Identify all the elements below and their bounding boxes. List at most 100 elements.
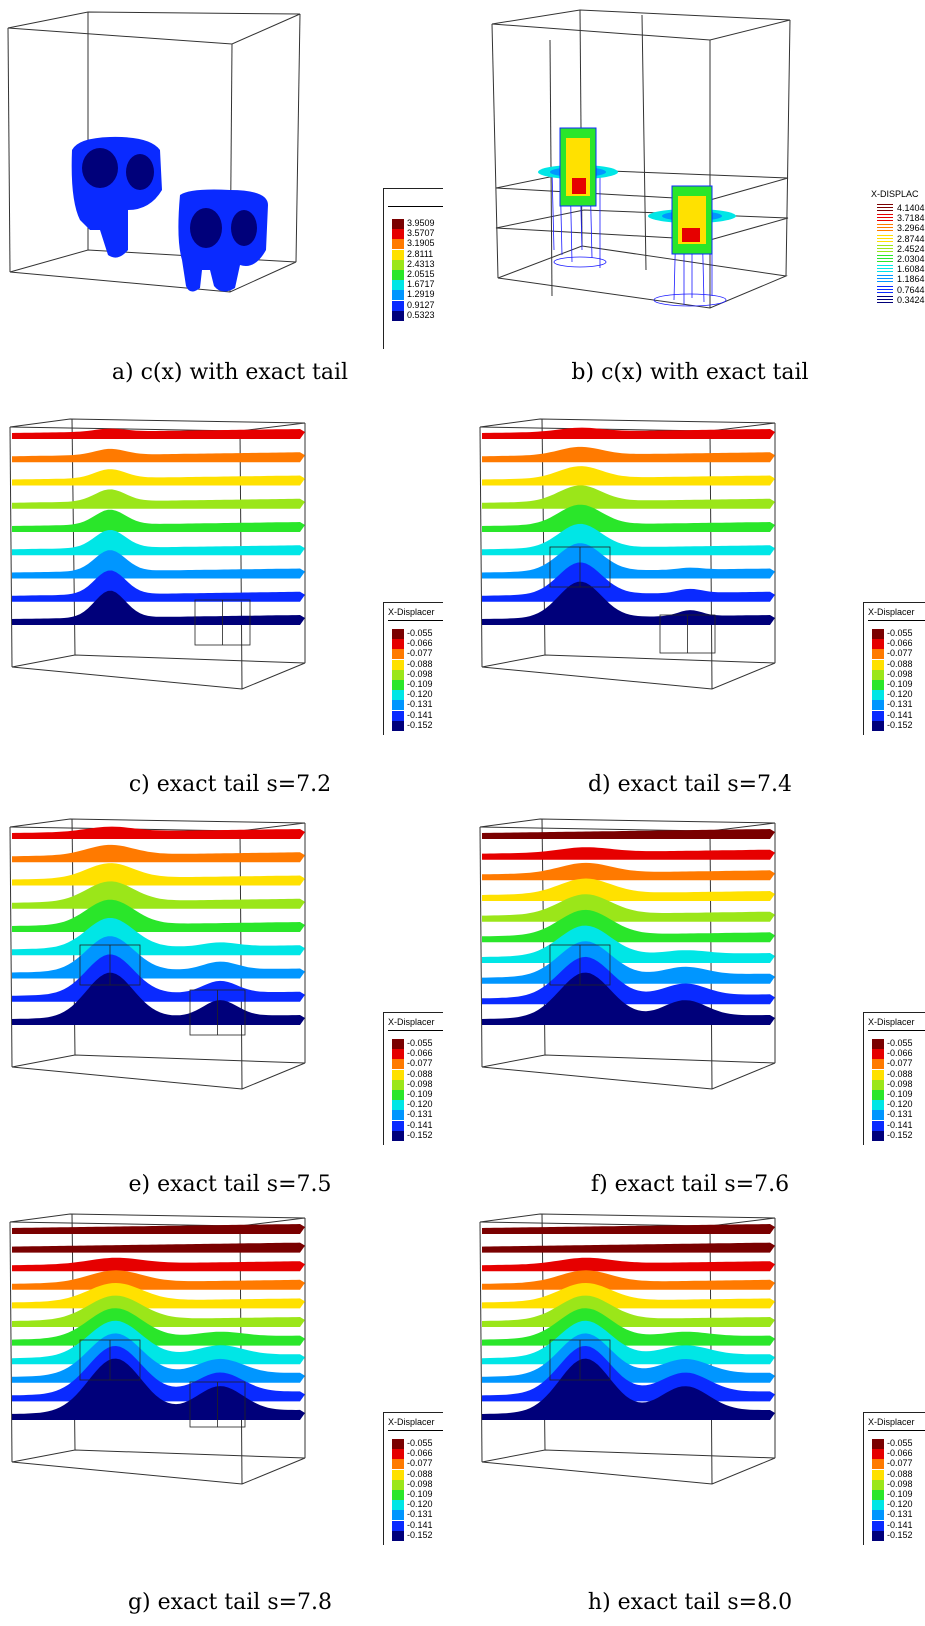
legend-swatch <box>872 1520 884 1531</box>
caption-e: e) exact tail s=7.5 <box>128 1172 332 1197</box>
legend-swatch <box>392 259 404 270</box>
legend-swatch <box>872 1469 884 1480</box>
legend-swatch <box>872 1079 884 1090</box>
legend-swatch <box>392 690 404 701</box>
legend-value: -0.131 <box>407 699 433 710</box>
legend-value: -0.066 <box>407 1448 433 1459</box>
legend-value: -0.098 <box>887 668 913 679</box>
isosurface-layer <box>12 1270 305 1290</box>
legend-value: -0.098 <box>407 668 433 679</box>
legend-swatch <box>392 1479 404 1490</box>
legend-value: -0.141 <box>887 709 913 720</box>
legend-b: X-DISPLAC 4.1404 3.7184 3.2964 2.8744 2.4524… <box>869 188 925 308</box>
legend-swatch <box>392 1500 404 1511</box>
legend-value: -0.120 <box>407 1099 433 1110</box>
legend-value: -0.109 <box>407 679 433 689</box>
isosurface-layer <box>482 1283 775 1309</box>
legend-value: -0.109 <box>887 1489 913 1499</box>
isosurface-layer <box>482 523 775 556</box>
isosurface-layer <box>482 941 775 984</box>
caption-h: h) exact tail s=8.0 <box>587 1590 793 1615</box>
legend-swatch <box>872 700 884 711</box>
isosurface-layer <box>482 847 775 860</box>
legend-swatch <box>872 629 884 639</box>
isosurface-layer <box>482 1358 775 1420</box>
legend-swatch <box>392 1090 404 1100</box>
isosurface-layer <box>482 1224 775 1234</box>
isosurface-layer <box>482 829 775 839</box>
legend-swatch <box>872 649 884 660</box>
caption-a: a) c(x) with exact tail <box>111 360 349 385</box>
isosurface-layer <box>12 918 305 956</box>
legend-value: -0.152 <box>407 1529 433 1540</box>
isosurface-layer <box>482 894 775 922</box>
isosurface-layer <box>482 1320 775 1365</box>
legend-value: 0.5323 <box>407 309 435 320</box>
isosurface-layer <box>482 504 775 532</box>
panel-a-volume <box>7 11 301 293</box>
isosurface-layer <box>12 1320 305 1365</box>
legend-swatch <box>872 1510 884 1521</box>
legend-swatch <box>872 1100 884 1111</box>
legend-swatch <box>872 1059 884 1070</box>
legend-value: 4.1404 <box>897 203 925 213</box>
legend-h-title-rule <box>868 1430 925 1431</box>
legend-swatch <box>392 229 404 240</box>
legend-swatch <box>392 280 404 291</box>
isosurface-layer <box>482 466 775 486</box>
legend-swatch <box>877 224 893 234</box>
isosurface-layer <box>12 1308 305 1346</box>
legend-value: -0.152 <box>407 1129 433 1140</box>
legend-swatch <box>877 295 893 305</box>
legend-value: -0.098 <box>887 1478 913 1489</box>
isosurface-layer <box>482 562 775 602</box>
legend-swatch <box>872 1500 884 1511</box>
legend-swatch <box>872 720 884 731</box>
legend-e: X-Displacer -0.055 -0.066 -0.077 -0.088 -0.0… <box>383 1012 443 1145</box>
isosurface-layer <box>12 826 305 839</box>
legend-swatch <box>877 265 893 275</box>
caption-g: g) exact tail s=7.8 <box>127 1590 333 1615</box>
legend-value: -0.088 <box>887 1468 913 1479</box>
legend-swatch <box>392 1069 404 1080</box>
isosurface-layer <box>482 909 775 943</box>
legend-swatch <box>392 649 404 660</box>
isosurface-layer <box>482 543 775 579</box>
legend-value: -0.109 <box>887 1089 913 1099</box>
legend-h-title: X-Displacer <box>868 1417 915 1427</box>
legend-f: X-Displacer -0.055 -0.066 -0.077 -0.088 -0.0… <box>863 1012 925 1145</box>
legend-value: 1.6717 <box>407 279 435 290</box>
isosurface-layer <box>482 1308 775 1346</box>
legend-swatch <box>392 700 404 711</box>
legend-swatch <box>392 680 404 690</box>
legend-value: -0.066 <box>887 1048 913 1059</box>
legend-value: -0.131 <box>887 699 913 710</box>
legend-swatch <box>877 234 893 244</box>
legend-value: -0.120 <box>887 1499 913 1510</box>
legend-b-title: X-DISPLAC <box>871 189 919 199</box>
legend-value: -0.077 <box>407 1058 433 1069</box>
isosurface-layer <box>482 862 775 881</box>
legend-value: 2.0515 <box>407 269 435 279</box>
legend-f-title-rule <box>868 1030 925 1031</box>
legend-swatch <box>392 1039 404 1049</box>
isosurface-layer <box>482 427 775 439</box>
legend-swatch <box>877 204 893 213</box>
panel-c-isosurfaces <box>9 418 306 690</box>
legend-value: 3.9509 <box>407 218 435 228</box>
legend-swatch <box>392 1049 404 1060</box>
isosurface-layer <box>482 1257 775 1272</box>
legend-value: 3.1905 <box>407 238 435 249</box>
legend-d-title-rule <box>868 620 925 621</box>
legend-swatch <box>392 1510 404 1521</box>
legend-swatch <box>872 639 884 650</box>
isosurface-layer <box>12 936 305 979</box>
legend-swatch <box>392 1439 404 1449</box>
legend-swatch <box>392 1110 404 1121</box>
legend-value: -0.066 <box>887 638 913 649</box>
legend-swatch <box>392 1520 404 1531</box>
legend-swatch <box>392 1490 404 1500</box>
isosurface-layer <box>12 1224 305 1234</box>
isosurface-layer <box>482 1242 775 1253</box>
isosurface-layer <box>482 925 775 963</box>
